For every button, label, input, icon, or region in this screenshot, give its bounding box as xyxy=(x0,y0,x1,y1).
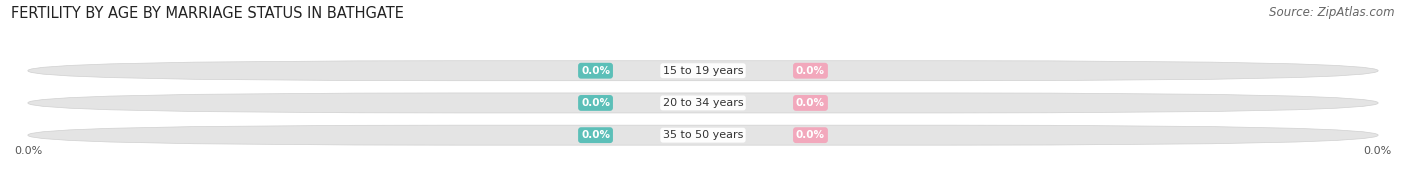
FancyBboxPatch shape xyxy=(28,93,1378,113)
Text: 0.0%: 0.0% xyxy=(796,130,825,140)
Text: 0.0%: 0.0% xyxy=(796,66,825,76)
FancyBboxPatch shape xyxy=(28,125,1378,145)
Text: FERTILITY BY AGE BY MARRIAGE STATUS IN BATHGATE: FERTILITY BY AGE BY MARRIAGE STATUS IN B… xyxy=(11,6,404,21)
Text: 35 to 50 years: 35 to 50 years xyxy=(662,130,744,140)
Text: 20 to 34 years: 20 to 34 years xyxy=(662,98,744,108)
Text: 0.0%: 0.0% xyxy=(796,98,825,108)
Text: 0.0%: 0.0% xyxy=(581,66,610,76)
Text: 15 to 19 years: 15 to 19 years xyxy=(662,66,744,76)
FancyBboxPatch shape xyxy=(28,61,1378,81)
Text: 0.0%: 0.0% xyxy=(581,98,610,108)
Text: 0.0%: 0.0% xyxy=(1364,146,1392,156)
Text: 0.0%: 0.0% xyxy=(14,146,42,156)
Text: Source: ZipAtlas.com: Source: ZipAtlas.com xyxy=(1270,6,1395,19)
Text: 0.0%: 0.0% xyxy=(581,130,610,140)
